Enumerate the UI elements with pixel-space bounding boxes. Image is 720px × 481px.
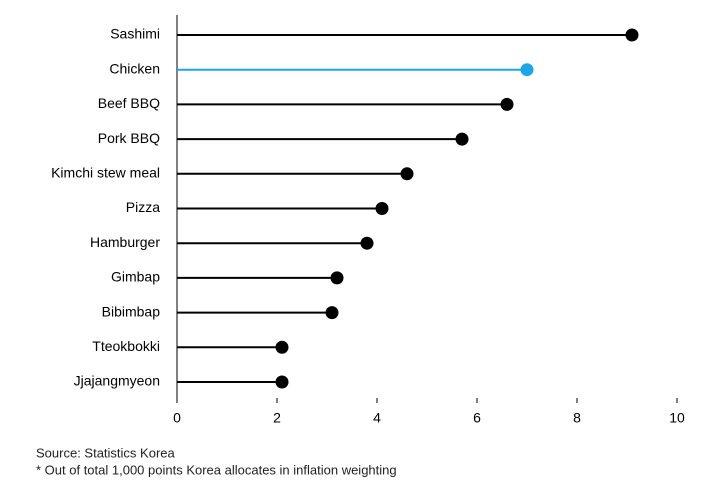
y-tick-label: Gimbap — [111, 269, 160, 285]
y-tick-label: Pork BBQ — [98, 130, 160, 146]
x-tick-label: 10 — [669, 410, 685, 426]
y-tick-label: Sashimi — [110, 26, 160, 42]
x-tick-label: 4 — [373, 410, 381, 426]
dot — [375, 202, 389, 215]
dot — [275, 375, 289, 389]
dot — [500, 97, 514, 111]
y-tick-label: Tteokbokki — [92, 338, 160, 354]
dot — [325, 306, 339, 320]
dot — [275, 340, 289, 354]
dot — [330, 271, 344, 285]
y-tick-label: Pizza — [126, 199, 160, 215]
dot — [400, 167, 414, 181]
y-tick-label: Chicken — [109, 60, 160, 76]
dot — [625, 28, 639, 42]
y-tick-label: Jjajangmyeon — [74, 373, 160, 389]
x-tick-label: 2 — [273, 410, 281, 426]
x-tick-label: 6 — [473, 410, 481, 426]
dot — [455, 132, 469, 146]
footnote: * Out of total 1,000 points Korea alloca… — [36, 462, 397, 477]
y-tick-label: Bibimbap — [102, 303, 161, 319]
dot — [360, 236, 374, 250]
source: Source: Statistics Korea — [36, 445, 175, 460]
y-tick-label: Kimchi stew meal — [51, 165, 160, 181]
dot — [520, 63, 534, 77]
y-tick-label: Hamburger — [90, 234, 160, 250]
x-tick-label: 8 — [573, 410, 581, 426]
y-tick-label: Beef BBQ — [98, 95, 160, 111]
x-tick-label: 0 — [173, 410, 181, 426]
